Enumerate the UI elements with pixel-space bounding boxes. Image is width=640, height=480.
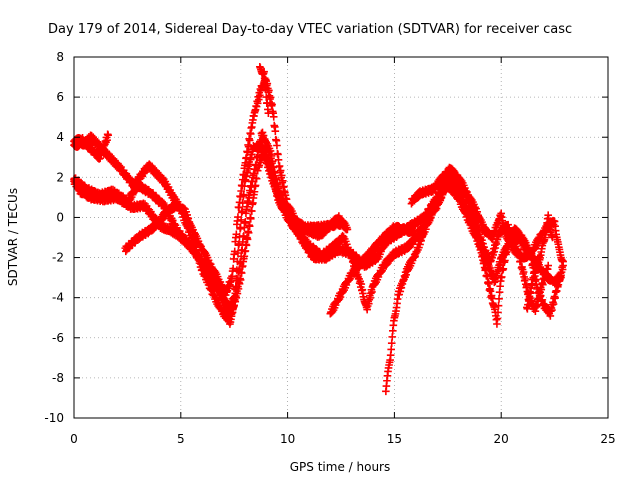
y-tick-label: -8: [52, 371, 64, 385]
data-point: [273, 141, 281, 150]
x-tick-label: 15: [387, 432, 402, 446]
data-point: [275, 162, 284, 170]
x-tick-label: 10: [280, 432, 295, 446]
data-point: [237, 216, 245, 224]
y-tick-label: -10: [44, 411, 64, 425]
series-track-5: [121, 75, 345, 299]
y-tick-label: 8: [56, 50, 64, 64]
data-point: [271, 127, 280, 135]
data-point: [342, 237, 350, 246]
data-point: [235, 198, 244, 207]
data-point: [96, 154, 104, 163]
data-point: [388, 333, 397, 341]
x-axis-label: GPS time / hours: [290, 460, 391, 474]
data-point: [248, 207, 256, 215]
data-point: [242, 241, 251, 250]
data-point: [269, 113, 278, 121]
data-point: [246, 215, 255, 223]
x-tick-label: 0: [70, 432, 78, 446]
y-tick-label: 6: [56, 90, 64, 104]
x-tick-label: 5: [177, 432, 185, 446]
y-tick-label: 4: [56, 130, 64, 144]
y-tick-label: 2: [56, 170, 64, 184]
data-point: [104, 131, 112, 140]
data-point: [245, 222, 254, 231]
data-point: [387, 345, 395, 354]
x-tick-label: 25: [600, 432, 615, 446]
y-axis-label: SDTVAR / TECUs: [6, 188, 20, 286]
data-point: [245, 160, 254, 169]
data-marks: [70, 62, 567, 396]
data-point: [357, 280, 366, 288]
data-point: [387, 339, 396, 348]
chart-title: Day 179 of 2014, Sidereal Day-to-day VTE…: [48, 22, 572, 37]
data-point: [495, 294, 503, 303]
y-tick-label: -6: [52, 331, 64, 345]
y-tick-label: -2: [52, 251, 64, 265]
data-point: [244, 229, 253, 237]
data-point: [103, 136, 111, 144]
data-point: [343, 225, 352, 234]
x-tick-label: 20: [494, 432, 509, 446]
series-track-2: [70, 131, 352, 328]
data-point: [495, 288, 504, 296]
data-point: [243, 235, 252, 244]
y-tick-label: 0: [56, 210, 64, 224]
y-tick-label: -4: [52, 291, 64, 305]
